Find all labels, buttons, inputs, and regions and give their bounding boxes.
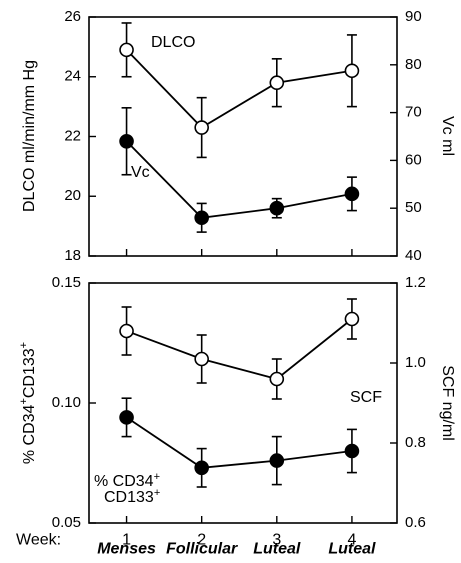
left-tick-label: 24 [64,68,81,85]
week-tick-label: 1 [122,531,131,548]
scf-series-label: SCF [350,389,382,406]
cd34-cd133-point [269,453,285,468]
scf-point [119,323,134,339]
cd34-cd133-line [126,416,353,469]
scf-point [269,371,285,387]
dlco-point [119,42,134,58]
right-tick-label: 80 [405,56,422,73]
right-tick-label: 0.8 [405,434,426,451]
cd34-cd133-point [344,443,360,459]
dlco-line [125,49,353,129]
phase-label: Menses [97,540,156,557]
right-tick-label: 0.6 [405,514,426,531]
week-tick-label: 2 [197,531,206,548]
right-tick-label: 1.0 [405,354,426,371]
right-tick-label: 50 [405,199,422,216]
right-tick-label: 60 [405,151,422,168]
left-tick-label: 0.05 [52,514,81,531]
top-panel: 18 20 22 24 26 40 50 60 70 80 90 DLCO ml/min/mm H… [21,8,456,264]
top-right-axis: 40 50 60 70 80 90 [390,8,422,264]
vc-point [194,210,209,226]
right-tick-label: 40 [405,247,422,264]
phase-label: Follicular [166,540,238,557]
phase-label: Luteal [328,540,376,557]
left-tick-label: 20 [64,187,81,204]
left-tick-label: 22 [64,127,81,144]
top-left-axis-label: DLCO ml/min/mm Hg [21,60,38,212]
cd34-cd133-point [194,460,209,476]
bottom-right-axis-label: SCF ng/ml [439,365,456,441]
bottom-x-ticks [125,516,353,523]
dlco-series-label: DLCO [151,34,195,51]
scf-line [126,318,353,380]
right-tick-label: 70 [405,104,422,121]
bottom-series-group [119,298,360,488]
left-tick-label: 18 [64,247,81,264]
left-tick-label: 26 [64,8,81,25]
top-plot-frame [88,16,398,257]
vc-point [269,200,285,216]
phase-labels: Menses Follicular Luteal Luteal [97,540,376,557]
week-tick-labels: 1 2 3 4 [122,531,356,548]
vc-point [344,186,360,202]
vc-series-label: Vc [131,164,150,181]
bottom-left-axis-label: % CD34+CD133+ [18,342,38,464]
week-tick-label: 3 [272,531,281,548]
dlco-point [344,63,360,79]
top-right-axis-label: Vc ml [439,116,456,156]
cd34-series-label: % CD34+ CD133+ [94,471,164,506]
scf-point [344,311,360,327]
dlco-point [194,120,209,135]
dlco-point [269,75,285,91]
top-series-group [119,22,360,233]
week-axis-label: Week: [16,531,61,548]
left-tick-label: 0.10 [52,394,81,411]
right-tick-label: 90 [405,8,422,25]
bottom-left-axis: 0.05 0.10 0.15 [52,274,96,531]
week-tick-label: 4 [347,531,356,548]
left-tick-label: 0.15 [52,274,81,291]
top-x-ticks [125,249,353,256]
phase-label: Luteal [253,540,301,557]
bottom-panel: 0.050.100.15 0.60.81.01.2 % CD34+CD133+ … [18,274,456,531]
vc-line [125,140,353,219]
right-tick-label: 1.2 [405,274,426,291]
cd34-cd133-point [119,410,134,425]
top-left-axis: 18 20 22 24 26 [64,8,96,264]
scf-point [194,351,209,367]
vc-point [119,133,134,149]
bottom-right-axis: 0.6 0.8 1.0 1.2 [390,274,426,531]
